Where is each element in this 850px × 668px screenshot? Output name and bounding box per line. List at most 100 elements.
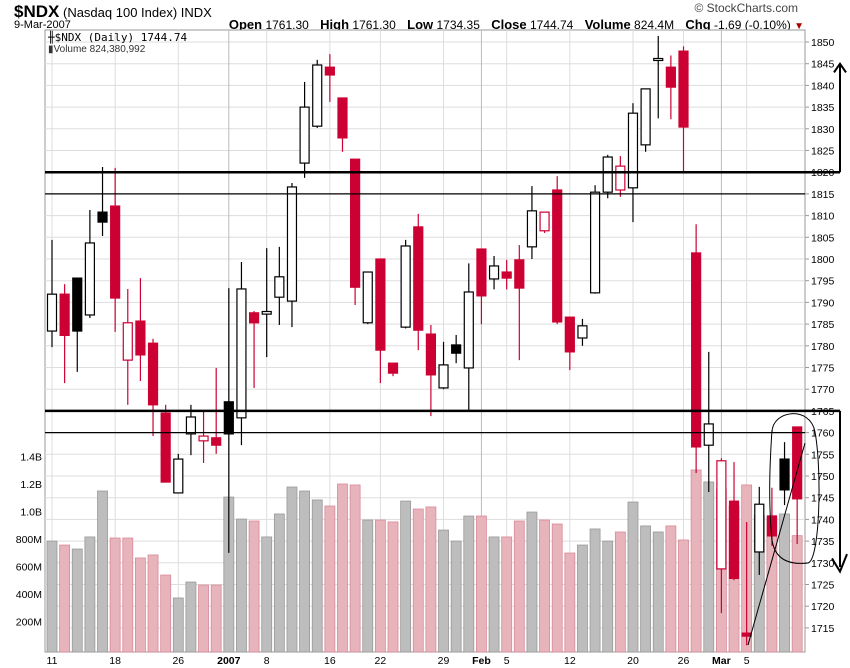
- volume-bar: [703, 481, 715, 653]
- price-tick-label: 1770: [811, 384, 835, 396]
- candle-body: [387, 362, 399, 374]
- volume-bar: [122, 537, 134, 653]
- candle-body: [173, 458, 184, 494]
- volume-bar: [160, 574, 172, 653]
- price-tick-label: 1810: [811, 211, 835, 223]
- date-label: 20: [627, 655, 639, 667]
- candle-body: [147, 342, 159, 406]
- volume-bars-icon: ▮: [48, 44, 54, 55]
- low-value: 1734.35: [436, 18, 480, 32]
- price-tick-label: 1730: [811, 558, 835, 570]
- volume-bar: [690, 469, 702, 653]
- volume-bar: [779, 513, 790, 653]
- volume-bar: [46, 540, 58, 653]
- candle-body: [248, 312, 260, 324]
- volume-tick-label: 400M: [16, 589, 42, 601]
- candle-body: [362, 271, 373, 324]
- index-name: (Nasdaq 100 Index): [62, 5, 178, 20]
- candle-body: [640, 88, 651, 146]
- candlestick-icon: ╫: [48, 31, 55, 44]
- chart-date: 9-Mar-2007: [14, 19, 71, 31]
- price-tick-label: 1815: [811, 189, 835, 201]
- chg-label: Chg: [685, 17, 711, 32]
- volume-tick-label: 1.2B: [20, 479, 42, 491]
- volume-bar: [311, 499, 323, 653]
- candle-body: [110, 205, 121, 299]
- candle-body: [451, 344, 462, 354]
- candle-body: [375, 258, 386, 351]
- date-label: Feb: [472, 655, 491, 667]
- price-tick-label: 1715: [811, 623, 835, 635]
- price-tick-label: 1740: [811, 514, 835, 526]
- volume-bar: [476, 515, 487, 653]
- symbol: $NDX: [14, 2, 60, 21]
- candle-body: [665, 66, 676, 88]
- volume-bar: [463, 515, 475, 653]
- candle-body: [261, 310, 272, 315]
- candle-body: [223, 401, 234, 435]
- annotation-ellipse: [769, 413, 820, 564]
- open-value: 1761.30: [265, 18, 309, 32]
- date-label: 26: [172, 655, 184, 667]
- date-label: 18: [109, 655, 121, 667]
- candle-body: [716, 460, 727, 570]
- volume-bar: [147, 554, 159, 653]
- candle-body: [577, 325, 588, 339]
- price-tick-label: 1720: [811, 601, 835, 613]
- candle-body: [653, 57, 664, 62]
- date-label: 26: [678, 655, 690, 667]
- volume-bar: [286, 486, 298, 653]
- price-tick-label: 1755: [811, 449, 835, 461]
- volume-bar: [210, 584, 222, 653]
- legend-volume-text: Volume 824,380,992: [53, 44, 146, 55]
- price-tick-label: 1830: [811, 124, 835, 136]
- candle-body: [400, 245, 411, 328]
- candle-body: [488, 265, 500, 280]
- price-tick-label: 1850: [811, 37, 835, 49]
- legend-price: ╫$NDX (Daily) 1744.74: [48, 32, 187, 44]
- candle-body: [413, 226, 424, 331]
- price-tick-label: 1750: [811, 471, 835, 483]
- volume-bar: [387, 521, 399, 653]
- volume-bar: [412, 508, 424, 653]
- candle-body: [615, 165, 626, 191]
- arrow-down-icon: [831, 553, 848, 574]
- price-tick-label: 1775: [811, 363, 835, 375]
- volume-bar: [564, 552, 576, 653]
- candle-body: [59, 293, 70, 336]
- candle-body: [627, 112, 639, 189]
- volume-bar: [135, 557, 146, 653]
- candle-body: [274, 276, 285, 298]
- date-label: 5: [504, 655, 510, 667]
- candle-body: [514, 259, 525, 289]
- low-label: Low: [407, 17, 434, 32]
- volume-bar: [349, 484, 361, 653]
- candle-body: [425, 333, 436, 376]
- candle-body: [160, 412, 171, 483]
- candle-body: [754, 503, 765, 553]
- volume-bar: [577, 544, 588, 653]
- volume-bar: [450, 540, 462, 653]
- copyright: © StockCharts.com: [694, 1, 798, 15]
- price-tick-label: 1800: [811, 254, 835, 266]
- candle-body: [135, 320, 146, 356]
- candle-body: [526, 210, 538, 248]
- volume-bar: [551, 523, 563, 653]
- candle-body: [312, 64, 323, 127]
- volume-bar: [678, 539, 689, 653]
- volume-tick-label: 200M: [16, 617, 42, 629]
- candle-body: [564, 316, 575, 353]
- volume-bar: [501, 536, 513, 653]
- volume-tick-label: 1.4B: [20, 452, 42, 464]
- volume-bar: [526, 511, 538, 653]
- date-label: 12: [564, 655, 576, 667]
- volume-bar: [198, 584, 209, 653]
- price-tick-label: 1795: [811, 276, 835, 288]
- high-value: 1761.30: [352, 18, 396, 32]
- candle-body: [691, 252, 702, 448]
- candle-body: [337, 97, 348, 139]
- volume-bar: [602, 540, 614, 653]
- volume-bar: [652, 531, 664, 653]
- close-label: Close: [491, 17, 527, 32]
